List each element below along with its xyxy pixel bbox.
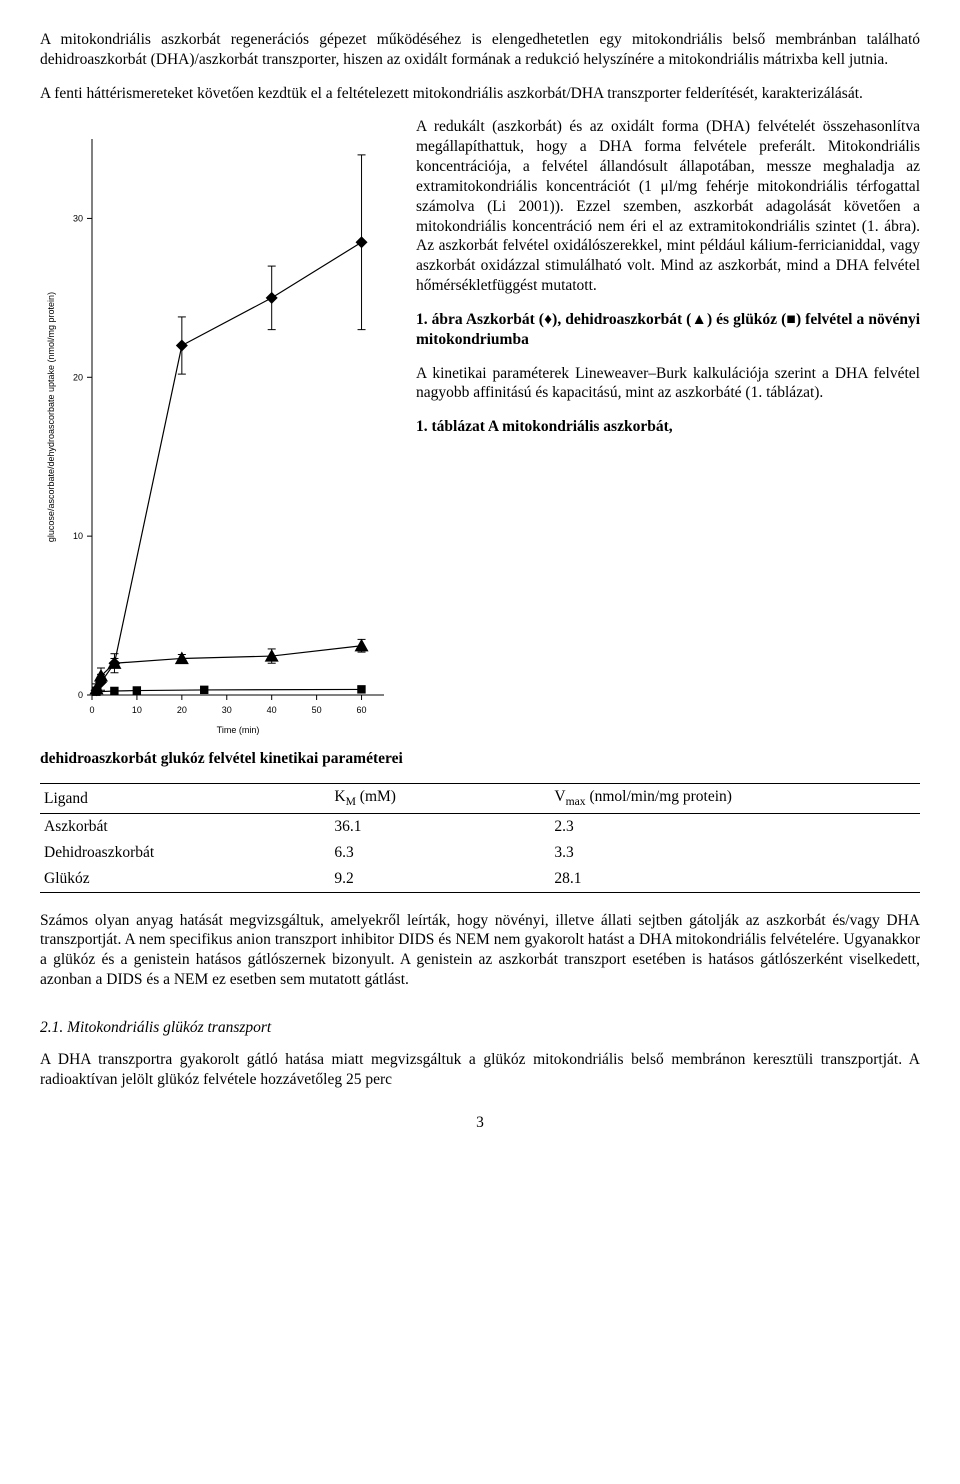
svg-text:20: 20 — [177, 705, 187, 715]
cell-vmax: 3.3 — [550, 840, 920, 866]
cell-ligand: Aszkorbát — [40, 814, 330, 840]
paragraph-4: A DHA transzportra gyakorolt gátló hatás… — [40, 1050, 920, 1090]
figure-1-chart: 0 10 20 30 0 10 20 30 40 50 60 Time (min) glucose/as… — [40, 123, 398, 743]
svg-text:30: 30 — [222, 705, 232, 715]
svg-text:60: 60 — [357, 705, 367, 715]
paragraph-3: Számos olyan anyag hatását megvizsgáltuk… — [40, 911, 920, 990]
svg-text:10: 10 — [132, 705, 142, 715]
svg-text:10: 10 — [73, 532, 83, 542]
table-header-row: Ligand KM (mM) Vmax (nmol/min/mg protein… — [40, 784, 920, 814]
right-text-column: A redukált (aszkorbát) és az oxidált for… — [416, 117, 920, 437]
table-row: Aszkorbát36.12.3 — [40, 814, 920, 840]
cell-ligand: Glükóz — [40, 866, 330, 892]
cell-ligand: Dehidroaszkorbát — [40, 840, 330, 866]
svg-text:30: 30 — [73, 214, 83, 224]
svg-text:20: 20 — [73, 373, 83, 383]
col-km: KM (mM) — [330, 784, 550, 814]
svg-text:40: 40 — [267, 705, 277, 715]
section-heading-2-1: 2.1. Mitokondriális glükóz transzport — [40, 1018, 920, 1038]
paragraph-1: A mitokondriális aszkorbát regenerációs … — [40, 30, 920, 70]
svg-text:0: 0 — [89, 705, 94, 715]
page-number: 3 — [40, 1113, 920, 1133]
table-row: Dehidroaszkorbát6.33.3 — [40, 840, 920, 866]
paragraph-r1: A redukált (aszkorbát) és az oxidált for… — [416, 117, 920, 295]
figure-1: 0 10 20 30 0 10 20 30 40 50 60 Time (min) glucose/as… — [40, 123, 398, 749]
document-page: A mitokondriális aszkorbát regenerációs … — [0, 0, 960, 1173]
table-1-caption-line2: dehidroaszkorbát glukóz felvétel kinetik… — [40, 750, 403, 767]
svg-text:50: 50 — [312, 705, 322, 715]
cell-vmax: 2.3 — [550, 814, 920, 840]
paragraph-2: A fenti háttérismereteket követően kezdt… — [40, 84, 920, 104]
cell-km: 9.2 — [330, 866, 550, 892]
cell-vmax: 28.1 — [550, 866, 920, 892]
table-1: Ligand KM (mM) Vmax (nmol/min/mg protein… — [40, 783, 920, 892]
paragraph-r3: A kinetikai paraméterek Lineweaver–Burk … — [416, 364, 920, 404]
figure-1-caption: 1. ábra Aszkorbát (♦), dehidroaszkorbát … — [416, 310, 920, 350]
cell-km: 6.3 — [330, 840, 550, 866]
svg-text:glucose/ascorbate/dehydroascor: glucose/ascorbate/dehydroascorbate uptak… — [46, 292, 56, 542]
svg-text:0: 0 — [78, 690, 83, 700]
col-vmax: Vmax (nmol/min/mg protein) — [550, 784, 920, 814]
col-ligand: Ligand — [40, 784, 330, 814]
table-1-caption-line1: 1. táblázat A mitokondriális aszkorbát, — [416, 418, 673, 435]
svg-text:Time (min): Time (min) — [217, 725, 260, 735]
table-row: Glükóz9.228.1 — [40, 866, 920, 892]
cell-km: 36.1 — [330, 814, 550, 840]
